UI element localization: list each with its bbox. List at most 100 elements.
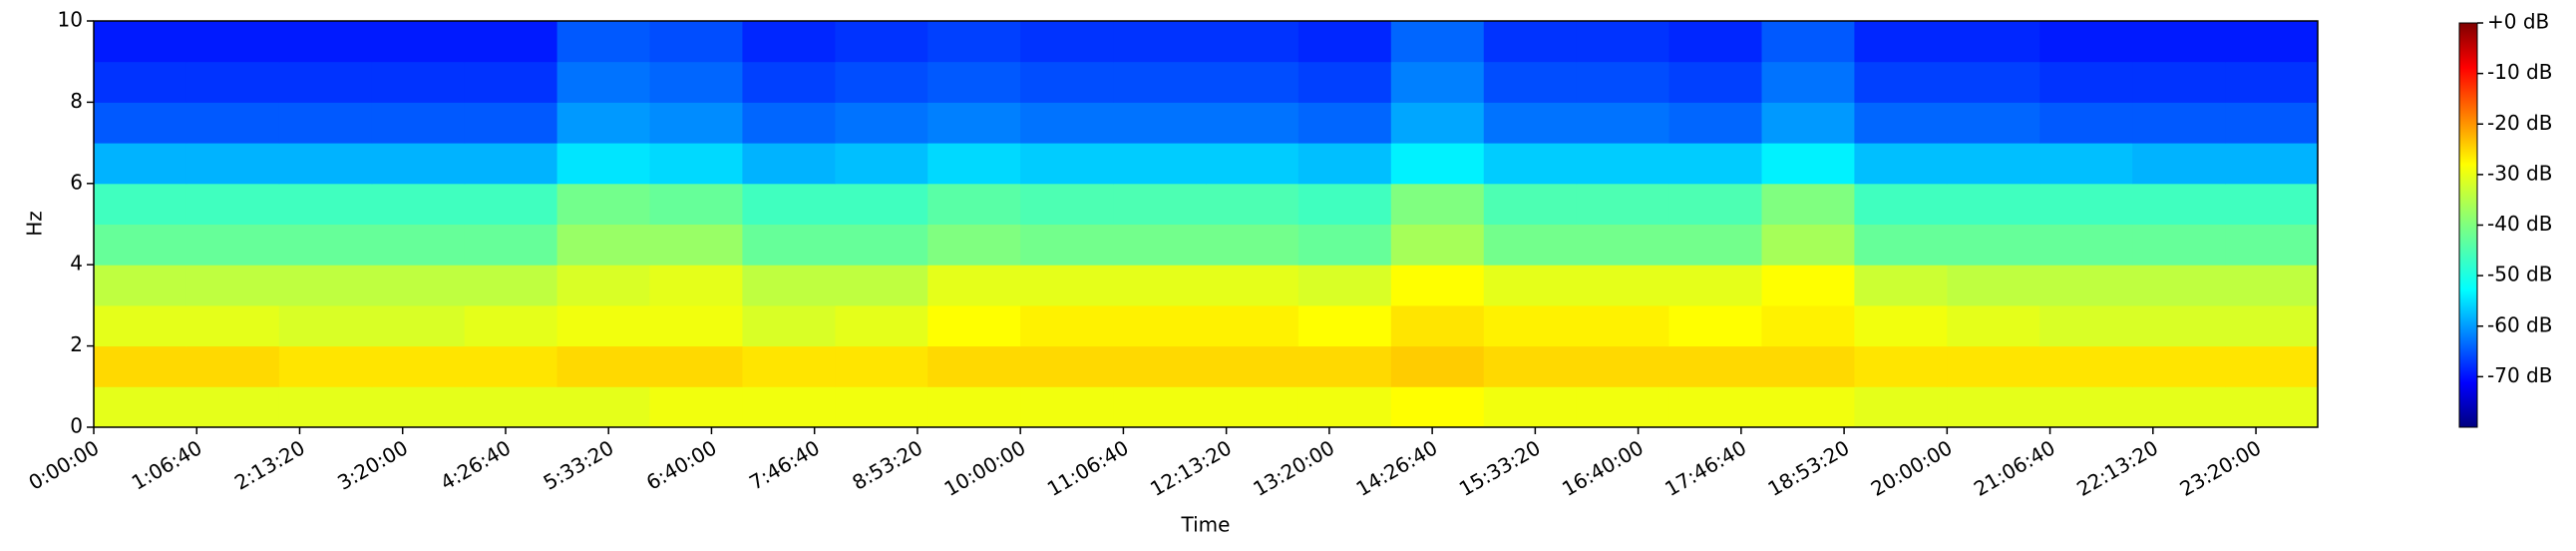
spectrogram-cell <box>835 345 928 387</box>
spectrogram-cell <box>1761 386 1855 428</box>
spectrogram-cell <box>556 265 650 306</box>
spectrogram-cell <box>464 304 558 347</box>
spectrogram-cell <box>94 345 187 387</box>
spectrogram-cell <box>1854 386 1948 428</box>
spectrogram-cell <box>2039 21 2133 63</box>
spectrogram-cell <box>927 304 1021 347</box>
spectrogram-cell <box>556 345 650 387</box>
spectrogram-cell <box>464 265 558 306</box>
spectrogram-cell <box>94 21 187 63</box>
spectrogram-cell <box>927 61 1021 103</box>
spectrogram-cell <box>1483 345 1578 387</box>
spectrogram-cell <box>464 386 558 428</box>
spectrogram-cell <box>1020 183 1114 225</box>
spectrogram-cell <box>1113 304 1207 347</box>
spectrogram-cell <box>1761 265 1855 306</box>
spectrogram-cell <box>1483 61 1578 103</box>
spectrogram-cell <box>2039 102 2133 144</box>
spectrogram-cell <box>1947 21 2040 63</box>
spectrogram-cell <box>2132 345 2226 387</box>
spectrogram-cell <box>371 143 466 185</box>
spectrogram-cell <box>1483 21 1578 63</box>
spectrogram-cell <box>2225 386 2319 428</box>
spectrogram-cell <box>278 102 373 144</box>
spectrogram-cell <box>927 143 1021 185</box>
spectrogram-cell <box>1390 183 1485 225</box>
x-tick-label: 17:46:40 <box>1660 435 1750 501</box>
x-tick-label: 12:13:20 <box>1146 435 1236 501</box>
x-tick-label: 0:00:00 <box>24 435 103 494</box>
spectrogram-cell <box>1854 102 1948 144</box>
spectrogram-cell <box>1483 143 1578 185</box>
spectrogram-cell <box>2039 304 2133 347</box>
spectrogram-cell <box>278 183 373 225</box>
spectrogram-cell <box>371 265 466 306</box>
spectrogram-cell <box>278 143 373 185</box>
spectrogram-cell <box>464 345 558 387</box>
spectrogram-cell <box>2039 143 2133 185</box>
spectrogram-cell <box>2132 183 2226 225</box>
spectrogram-cell <box>742 102 836 144</box>
spectrogram-cell <box>742 386 836 428</box>
spectrogram-cell <box>2225 224 2319 266</box>
spectrogram-cell <box>1576 304 1670 347</box>
spectrogram-cell <box>185 61 280 103</box>
spectrogram-cell <box>556 21 650 63</box>
x-tick-label: 6:40:00 <box>642 435 721 494</box>
spectrogram-cell <box>1576 102 1670 144</box>
spectrogram-cell <box>1390 143 1485 185</box>
spectrogram-cell <box>1483 102 1578 144</box>
spectrogram-cell <box>649 183 743 225</box>
spectrogram-cell <box>1390 304 1485 347</box>
x-tick-label: 11:06:40 <box>1043 435 1133 501</box>
spectrogram-cell <box>185 143 280 185</box>
spectrogram-cell <box>185 304 280 347</box>
spectrogram-cell <box>742 143 836 185</box>
spectrogram-cell <box>1761 21 1855 63</box>
spectrogram-cell <box>2132 143 2226 185</box>
spectrogram-cell <box>1668 304 1762 347</box>
spectrogram-cell <box>464 61 558 103</box>
spectrogram-cell <box>278 61 373 103</box>
spectrogram-cell <box>2132 61 2226 103</box>
spectrogram-cell <box>1483 386 1578 428</box>
spectrogram-cell <box>1668 143 1762 185</box>
spectrogram-cell <box>1297 102 1392 144</box>
y-tick-label: 8 <box>70 89 83 113</box>
spectrogram-cell <box>464 143 558 185</box>
spectrogram-cell <box>927 21 1021 63</box>
x-tick-label: 1:06:40 <box>128 435 206 494</box>
spectrogram-cell <box>835 224 928 266</box>
spectrogram-cell <box>2132 386 2226 428</box>
spectrogram-cell <box>1483 304 1578 347</box>
spectrogram-cell <box>185 265 280 306</box>
spectrogram-cell <box>1854 143 1948 185</box>
spectrogram-cell <box>1668 102 1762 144</box>
spectrogram-cell <box>185 224 280 266</box>
spectrogram-cell <box>2039 183 2133 225</box>
spectrogram-cell <box>1297 183 1392 225</box>
spectrogram-cell <box>1761 345 1855 387</box>
spectrogram-cell <box>278 265 373 306</box>
spectrogram-cell <box>1947 61 2040 103</box>
spectrogram-cell <box>835 61 928 103</box>
spectrogram-cell <box>94 224 187 266</box>
spectrogram-cell <box>1390 61 1485 103</box>
spectrogram-cell <box>927 224 1021 266</box>
x-tick-label: 20:00:00 <box>1867 435 1957 501</box>
x-tick-label: 21:06:40 <box>1970 435 2059 501</box>
spectrogram-cell <box>2132 265 2226 306</box>
spectrogram-cell <box>1113 265 1207 306</box>
spectrogram-cell <box>1576 183 1670 225</box>
x-tick-label: 15:33:20 <box>1455 435 1545 501</box>
spectrogram-cell <box>2225 183 2319 225</box>
spectrogram-cell <box>556 61 650 103</box>
spectrogram-cell <box>2225 61 2319 103</box>
spectrogram-cell <box>1947 265 2040 306</box>
spectrogram-cell <box>1668 224 1762 266</box>
spectrogram-cell <box>556 183 650 225</box>
spectrogram-cell <box>742 183 836 225</box>
spectrogram-cell <box>1668 21 1762 63</box>
spectrogram-cell <box>94 102 187 144</box>
spectrogram-cell <box>371 61 466 103</box>
